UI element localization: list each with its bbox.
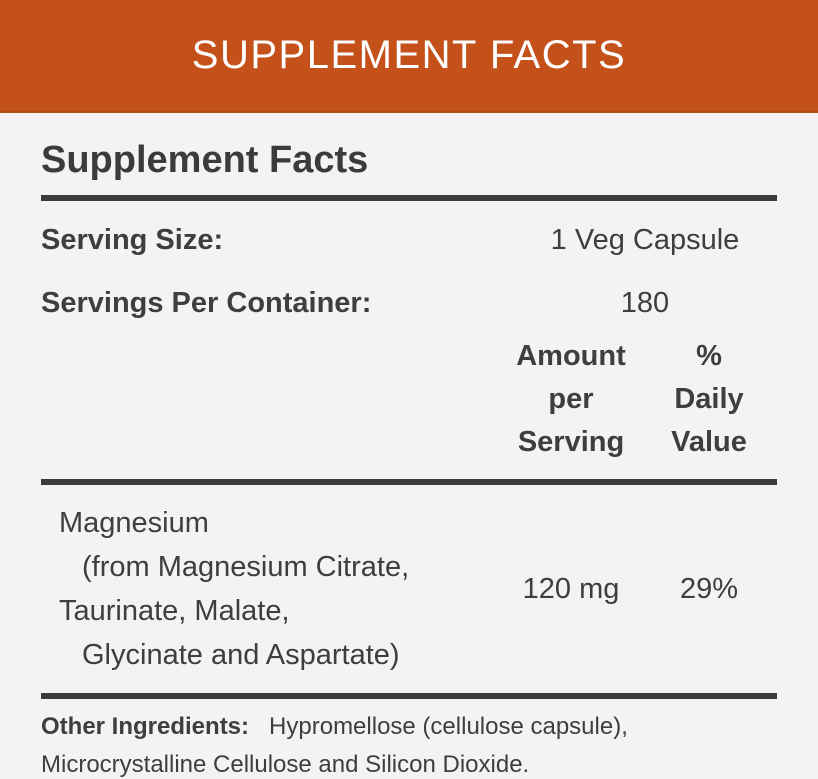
serving-size-value: 1 Veg Capsule [550, 224, 740, 256]
facts-panel: Supplement Facts Serving Size: 1 Veg Cap… [0, 138, 818, 779]
servings-per-container-label: Servings Per Container: [41, 287, 372, 319]
ingredient-name-line: Magnesium [59, 507, 209, 539]
ingredient-name-line: Taurinate, Malate, [59, 595, 290, 627]
amount-header-line: Amount [516, 340, 626, 372]
other-ingredients: Other Ingredients: Hypromellose (cellulo… [41, 708, 777, 779]
servings-per-container-value: 180 [620, 287, 670, 319]
amount-header-line: per [548, 383, 594, 415]
serving-info: Serving Size: 1 Veg Capsule Servings Per… [41, 222, 777, 321]
other-ingredients-label: Other Ingredients: [41, 713, 250, 740]
serving-size-row: Serving Size: 1 Veg Capsule [41, 222, 777, 258]
amount-per-serving-header: Amount per Serving [481, 335, 661, 464]
divider-top [41, 195, 777, 201]
banner-title: SUPPLEMENT FACTS [191, 33, 627, 77]
daily-value-header-line: % Daily [674, 340, 744, 415]
ingredient-daily-value: 29% [679, 572, 739, 605]
amount-header-line: Serving [517, 426, 625, 458]
ingredient-amount: 120 mg [522, 572, 620, 605]
other-ingredients-spacer [256, 713, 263, 740]
ingredient-name: Magnesium (from Magnesium Citrate, Tauri… [41, 501, 481, 677]
servings-per-container-row: Servings Per Container: 180 [41, 285, 777, 321]
serving-size-label: Serving Size: [41, 224, 224, 256]
other-ingredients-text: Hypromellose (cellulose capsule), Microc… [41, 713, 628, 778]
daily-value-header: % Daily Value [661, 335, 777, 464]
header-banner: SUPPLEMENT FACTS [0, 0, 818, 113]
divider-header [41, 479, 777, 485]
panel-title: Supplement Facts [41, 139, 369, 181]
divider-bottom [41, 693, 777, 699]
ingredient-name-line: Glycinate and Aspartate) [82, 639, 400, 671]
ingredient-row-magnesium: Magnesium (from Magnesium Citrate, Tauri… [41, 485, 777, 689]
ingredient-name-line: (from Magnesium Citrate, [82, 551, 410, 583]
daily-value-header-line: Value [671, 426, 747, 458]
table-header-row: Amount per Serving % Daily Value [41, 335, 777, 464]
